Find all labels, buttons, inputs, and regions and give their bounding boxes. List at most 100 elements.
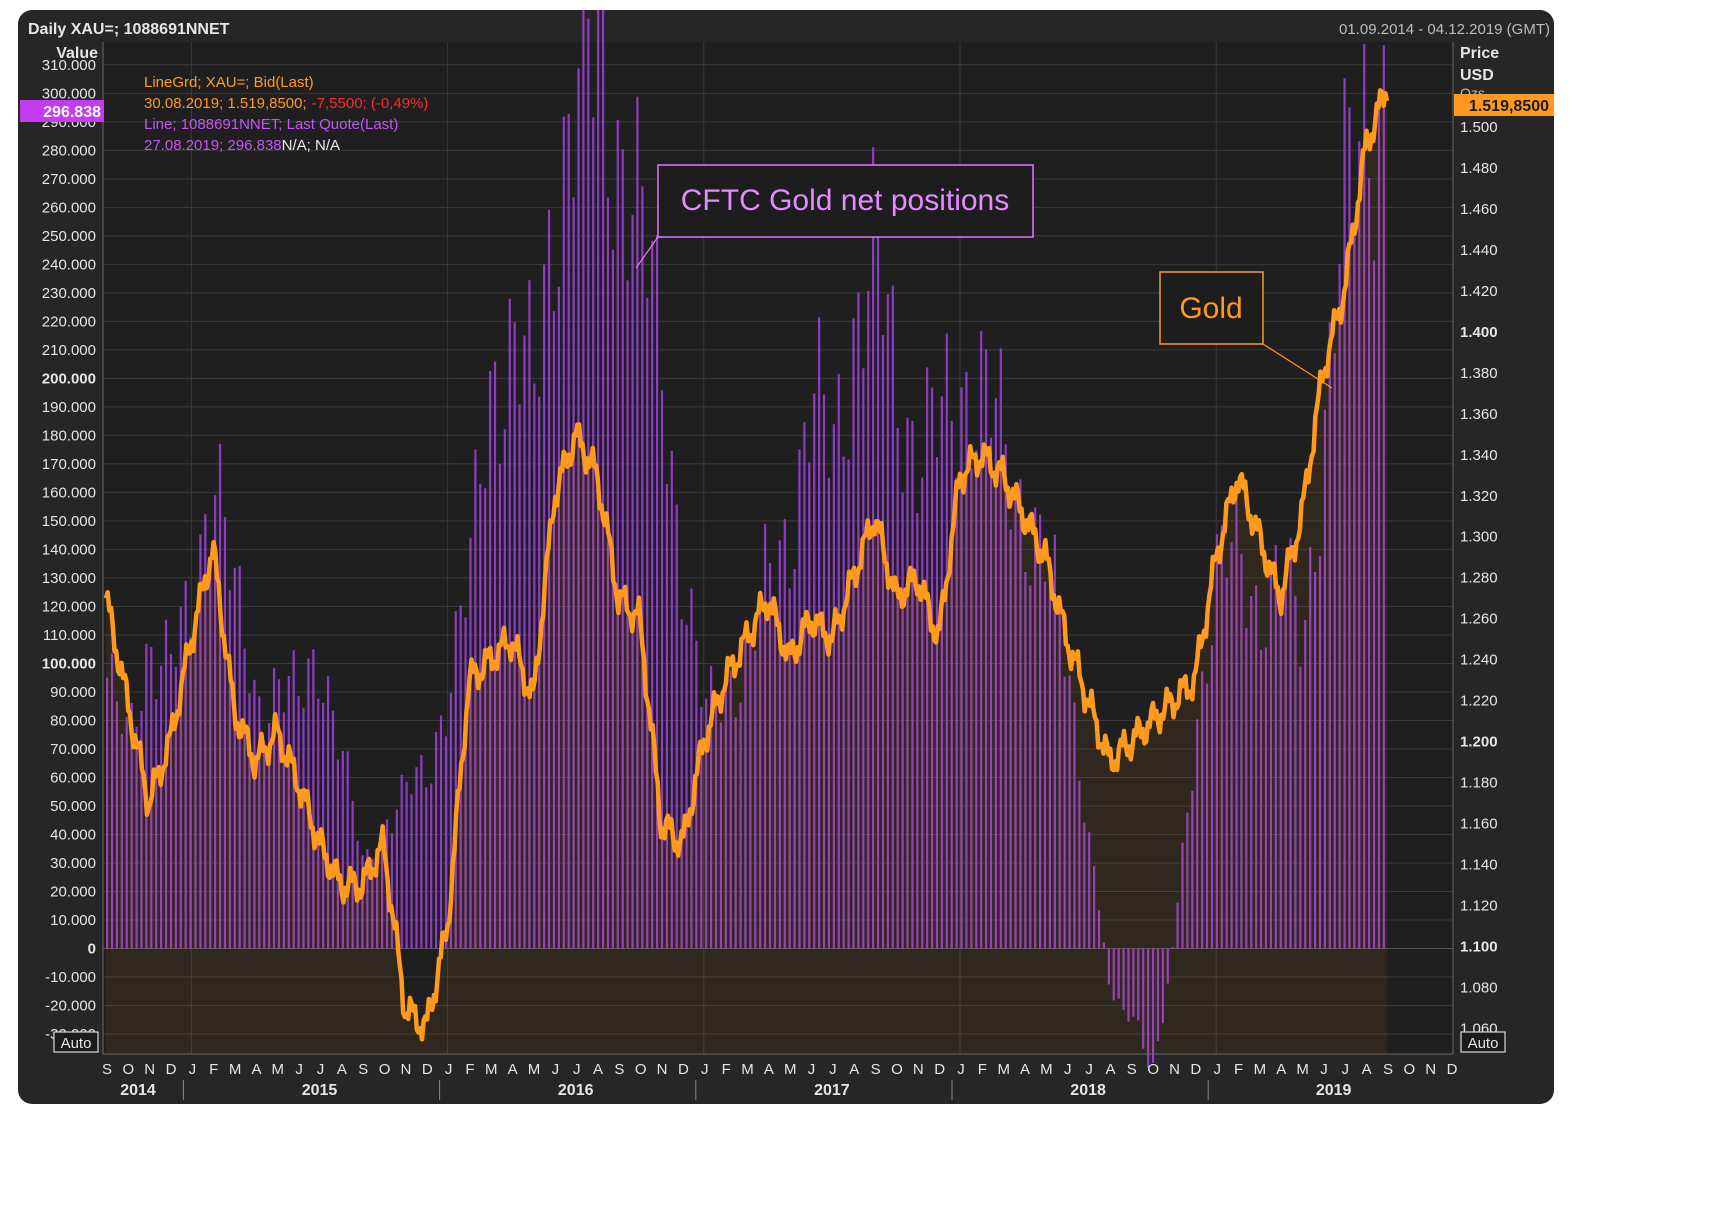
position-bar bbox=[960, 387, 963, 949]
position-bar bbox=[287, 676, 290, 949]
position-bar bbox=[1191, 790, 1194, 949]
position-bar bbox=[965, 371, 968, 949]
position-bar bbox=[322, 702, 325, 949]
position-bar bbox=[842, 456, 845, 949]
position-bar bbox=[1088, 832, 1091, 949]
right-tick-label: 1.420 bbox=[1460, 283, 1498, 300]
position-bar bbox=[1161, 948, 1164, 1024]
position-bar bbox=[395, 809, 398, 949]
position-bar bbox=[1240, 553, 1243, 949]
right-tick-label: 1.220 bbox=[1460, 693, 1498, 710]
position-bar bbox=[199, 534, 202, 949]
position-bar bbox=[1014, 485, 1017, 949]
position-bar bbox=[444, 736, 448, 949]
position-bar bbox=[734, 717, 737, 949]
position-bar bbox=[223, 517, 227, 949]
position-bar bbox=[709, 666, 713, 949]
position-bar bbox=[803, 422, 806, 949]
position-bar bbox=[115, 701, 119, 949]
position-bar bbox=[989, 437, 993, 949]
month-label: F bbox=[209, 1061, 218, 1078]
right-last-value: 1.519,8500 bbox=[1469, 98, 1549, 115]
year-label: 2019 bbox=[1316, 1082, 1352, 1099]
month-label: A bbox=[508, 1061, 518, 1078]
position-bar bbox=[518, 404, 521, 949]
right-last-value-badge bbox=[1454, 94, 1554, 116]
left-tick-label: 150.000 bbox=[42, 513, 96, 530]
left-tick-label: 40.000 bbox=[50, 826, 96, 843]
month-label: J bbox=[1085, 1061, 1093, 1078]
position-bar bbox=[1058, 603, 1061, 949]
month-label: J bbox=[445, 1061, 453, 1078]
position-bar bbox=[552, 311, 556, 949]
position-bar bbox=[739, 702, 742, 949]
position-bar bbox=[410, 794, 413, 949]
left-tick-label: 30.000 bbox=[50, 855, 96, 872]
position-bar bbox=[950, 420, 953, 949]
left-tick-label: 250.000 bbox=[42, 228, 96, 245]
date-range: 01.09.2014 - 04.12.2019 (GMT) bbox=[1339, 21, 1550, 38]
position-bar bbox=[268, 723, 271, 949]
position-bar bbox=[768, 562, 772, 949]
position-bar bbox=[611, 249, 614, 949]
position-bar bbox=[528, 280, 531, 949]
month-label: J bbox=[189, 1061, 197, 1078]
position-bar bbox=[243, 648, 246, 949]
position-bar bbox=[326, 676, 330, 949]
position-bar bbox=[557, 286, 560, 949]
right-tick-label: 1.400 bbox=[1460, 324, 1498, 341]
left-tick-label: 60.000 bbox=[50, 769, 96, 786]
position-bar bbox=[194, 628, 197, 949]
position-bar bbox=[724, 676, 727, 949]
position-bar bbox=[1186, 812, 1189, 949]
position-bar bbox=[955, 477, 958, 949]
position-bar bbox=[1269, 563, 1272, 949]
position-bar bbox=[827, 477, 831, 949]
gold-area bbox=[106, 90, 1387, 1054]
position-bar bbox=[1073, 702, 1076, 949]
left-tick-label: 190.000 bbox=[42, 399, 96, 416]
left-tick-label: 130.000 bbox=[42, 570, 96, 587]
position-bar bbox=[847, 459, 850, 949]
position-bar bbox=[547, 209, 551, 949]
position-bar bbox=[272, 668, 276, 949]
month-label: A bbox=[1276, 1061, 1286, 1078]
position-bar bbox=[174, 667, 177, 949]
month-label: O bbox=[891, 1061, 903, 1078]
left-tick-label: -10.000 bbox=[45, 969, 96, 986]
left-auto-button[interactable] bbox=[53, 1031, 99, 1053]
position-bar bbox=[921, 477, 924, 949]
gold-line bbox=[103, 88, 1390, 1042]
position-bar bbox=[233, 568, 236, 949]
month-label: J bbox=[573, 1061, 581, 1078]
position-bar bbox=[886, 294, 889, 949]
position-bar bbox=[204, 514, 207, 949]
legend-positions-value-text: 27.08.2019; 296.838 bbox=[144, 137, 282, 154]
position-bar bbox=[1093, 866, 1096, 949]
position-bar bbox=[179, 606, 182, 949]
position-bar bbox=[513, 322, 516, 949]
position-bar bbox=[1279, 591, 1282, 949]
left-auto-label: Auto bbox=[61, 1035, 92, 1052]
month-label: A bbox=[337, 1061, 347, 1078]
right-auto-button[interactable] bbox=[1460, 1031, 1506, 1053]
gold-annotation-leader bbox=[1262, 343, 1333, 389]
month-label: F bbox=[1234, 1061, 1243, 1078]
position-bar bbox=[759, 590, 762, 949]
position-bar bbox=[1348, 107, 1351, 949]
position-bar bbox=[872, 147, 875, 949]
position-bar bbox=[670, 450, 673, 949]
position-bar bbox=[660, 390, 664, 949]
position-bar bbox=[1068, 675, 1071, 949]
position-bar bbox=[1230, 542, 1233, 949]
position-bar bbox=[818, 317, 821, 949]
position-bar bbox=[1372, 260, 1376, 949]
month-label: D bbox=[1447, 1061, 1458, 1078]
position-bar bbox=[425, 787, 428, 949]
position-bar bbox=[1220, 525, 1223, 949]
month-label: O bbox=[635, 1061, 647, 1078]
gold-price-line bbox=[103, 88, 1390, 1042]
position-bar bbox=[1156, 948, 1160, 1042]
position-bar bbox=[263, 740, 266, 949]
net-position-bars bbox=[106, 10, 1385, 1068]
